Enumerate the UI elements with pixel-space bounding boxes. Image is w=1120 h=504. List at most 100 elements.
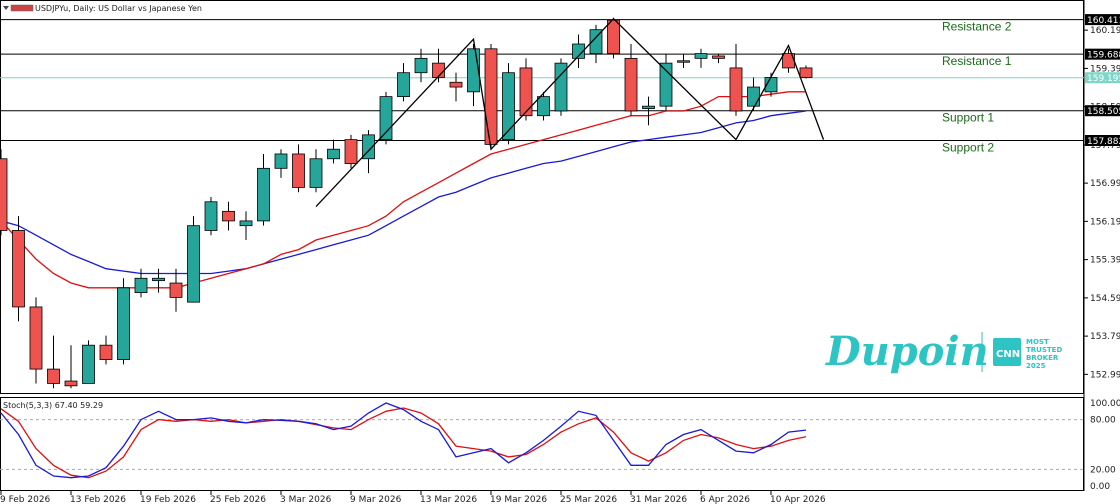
price-tick-label: 160.190: [1090, 26, 1120, 36]
candle: [309, 149, 323, 193]
candle-body: [414, 57, 428, 74]
candle: [204, 197, 218, 236]
date-tick-label: 19 Feb 2026: [140, 495, 196, 504]
price-tick-label: 156.190: [1090, 217, 1120, 227]
candle-body: [397, 72, 410, 98]
date-tick-label: 3 Mar 2026: [280, 495, 332, 504]
level-tag-label: 158.505: [1087, 107, 1120, 117]
candle: [414, 48, 428, 83]
candle: [344, 134, 358, 169]
candle-body: [659, 62, 673, 107]
candle: [642, 96, 655, 126]
candle-body: [187, 225, 200, 303]
candle: [239, 211, 253, 241]
candle: [222, 201, 235, 231]
level-tag-bg: [1085, 134, 1120, 146]
date-tick-label: 13 Feb 2026: [70, 495, 126, 504]
level-tag-label: 160.411: [1087, 16, 1120, 26]
candle-body: [589, 29, 603, 54]
ma-slow-line: [0, 110, 807, 275]
candle: [152, 268, 165, 293]
candle: [134, 268, 148, 298]
symbol-header-text: USDJPYu, Daily: US Dollar vs Japanese Ye…: [35, 4, 202, 13]
candle: [484, 44, 498, 150]
moving-averages: [0, 91, 807, 289]
stoch-header-text: Stoch(5,3,3) 67.40 59.29: [3, 401, 103, 410]
candle: [117, 278, 130, 365]
candle-body: [607, 19, 620, 54]
candle-body: [327, 148, 340, 160]
symbol-header: USDJPYu, Daily: US Dollar vs Japanese Ye…: [3, 4, 202, 13]
stoch-chart-frame: [0, 397, 1084, 491]
candle-body: [694, 53, 708, 59]
dupoin-logo: Dupoin CNN MOST TRUSTED BROKER 2025: [825, 328, 1062, 375]
candle-body: [204, 201, 218, 231]
stoch-tick-label: 20.00: [1090, 465, 1116, 475]
candle-body: [99, 344, 113, 360]
candle: [502, 63, 515, 145]
candle-body: [484, 48, 498, 145]
candle: [467, 44, 480, 107]
candle-body: [642, 105, 655, 109]
candle: [712, 53, 725, 64]
candle-body: [117, 287, 130, 360]
cnn-badge-icon: [993, 338, 1021, 366]
stoch-tick-label: 100.00: [1090, 399, 1120, 409]
candle-body: [747, 86, 760, 107]
candle-body: [379, 96, 393, 141]
price-axis: 160.190159.390158.590157.790156.990156.1…: [1084, 14, 1120, 380]
candle: [572, 34, 585, 68]
date-tick-label: 13 Mar 2026: [420, 495, 477, 504]
candle: [397, 63, 410, 102]
candle-body: [152, 277, 165, 282]
candle-body: [537, 96, 550, 117]
candle-body: [554, 62, 568, 112]
price-tick-label: 159.390: [1090, 64, 1120, 74]
candle: [589, 24, 603, 64]
stoch-signal-line: [0, 407, 807, 479]
price-tick-label: 156.990: [1090, 179, 1120, 189]
logo-text: Dupoin: [825, 328, 989, 375]
candle: [0, 149, 8, 236]
candle: [327, 139, 340, 164]
candle-body: [519, 67, 533, 117]
stoch-main-line: [0, 402, 807, 479]
candle-body: [274, 153, 288, 169]
candle-body: [239, 220, 253, 227]
level-tag-label: 159.688: [1087, 51, 1120, 61]
candle-body: [134, 277, 148, 294]
collapse-arrow-icon[interactable]: [3, 6, 9, 10]
candle-body: [729, 67, 743, 112]
level-label: Support 1: [942, 111, 994, 125]
badge-line-3: BROKER: [1026, 354, 1059, 362]
candle: [782, 48, 795, 73]
candle-body: [292, 153, 305, 188]
candle-body: [222, 210, 235, 222]
ma-fast-line: [0, 91, 806, 289]
price-tick-label: 155.390: [1090, 256, 1120, 266]
stochastic-panel: 100.00 80.00 20.00 0.00: [0, 399, 1120, 492]
candle: [257, 153, 270, 226]
candle-body: [362, 134, 375, 160]
stoch-tick-label: 0.00: [1090, 482, 1110, 492]
candle-body: [0, 158, 8, 231]
candle-body: [64, 380, 78, 387]
candle: [99, 335, 113, 365]
date-tick-label: 25 Feb 2026: [210, 495, 266, 504]
candle: [729, 44, 743, 116]
candle-body: [344, 139, 358, 164]
candle: [82, 340, 95, 384]
candle: [12, 216, 25, 322]
candle: [292, 144, 305, 193]
candle: [187, 216, 200, 303]
candles: [0, 17, 813, 389]
candle-body: [169, 282, 183, 298]
candle-body: [47, 368, 60, 384]
candle-body: [82, 344, 95, 384]
date-axis: 9 Feb 2026 13 Feb 2026 19 Feb 2026 25 Feb 2…: [0, 491, 826, 504]
candle: [362, 130, 375, 174]
candle: [64, 345, 78, 389]
candle: [659, 53, 673, 111]
price-tick-label: 152.990: [1090, 370, 1120, 380]
